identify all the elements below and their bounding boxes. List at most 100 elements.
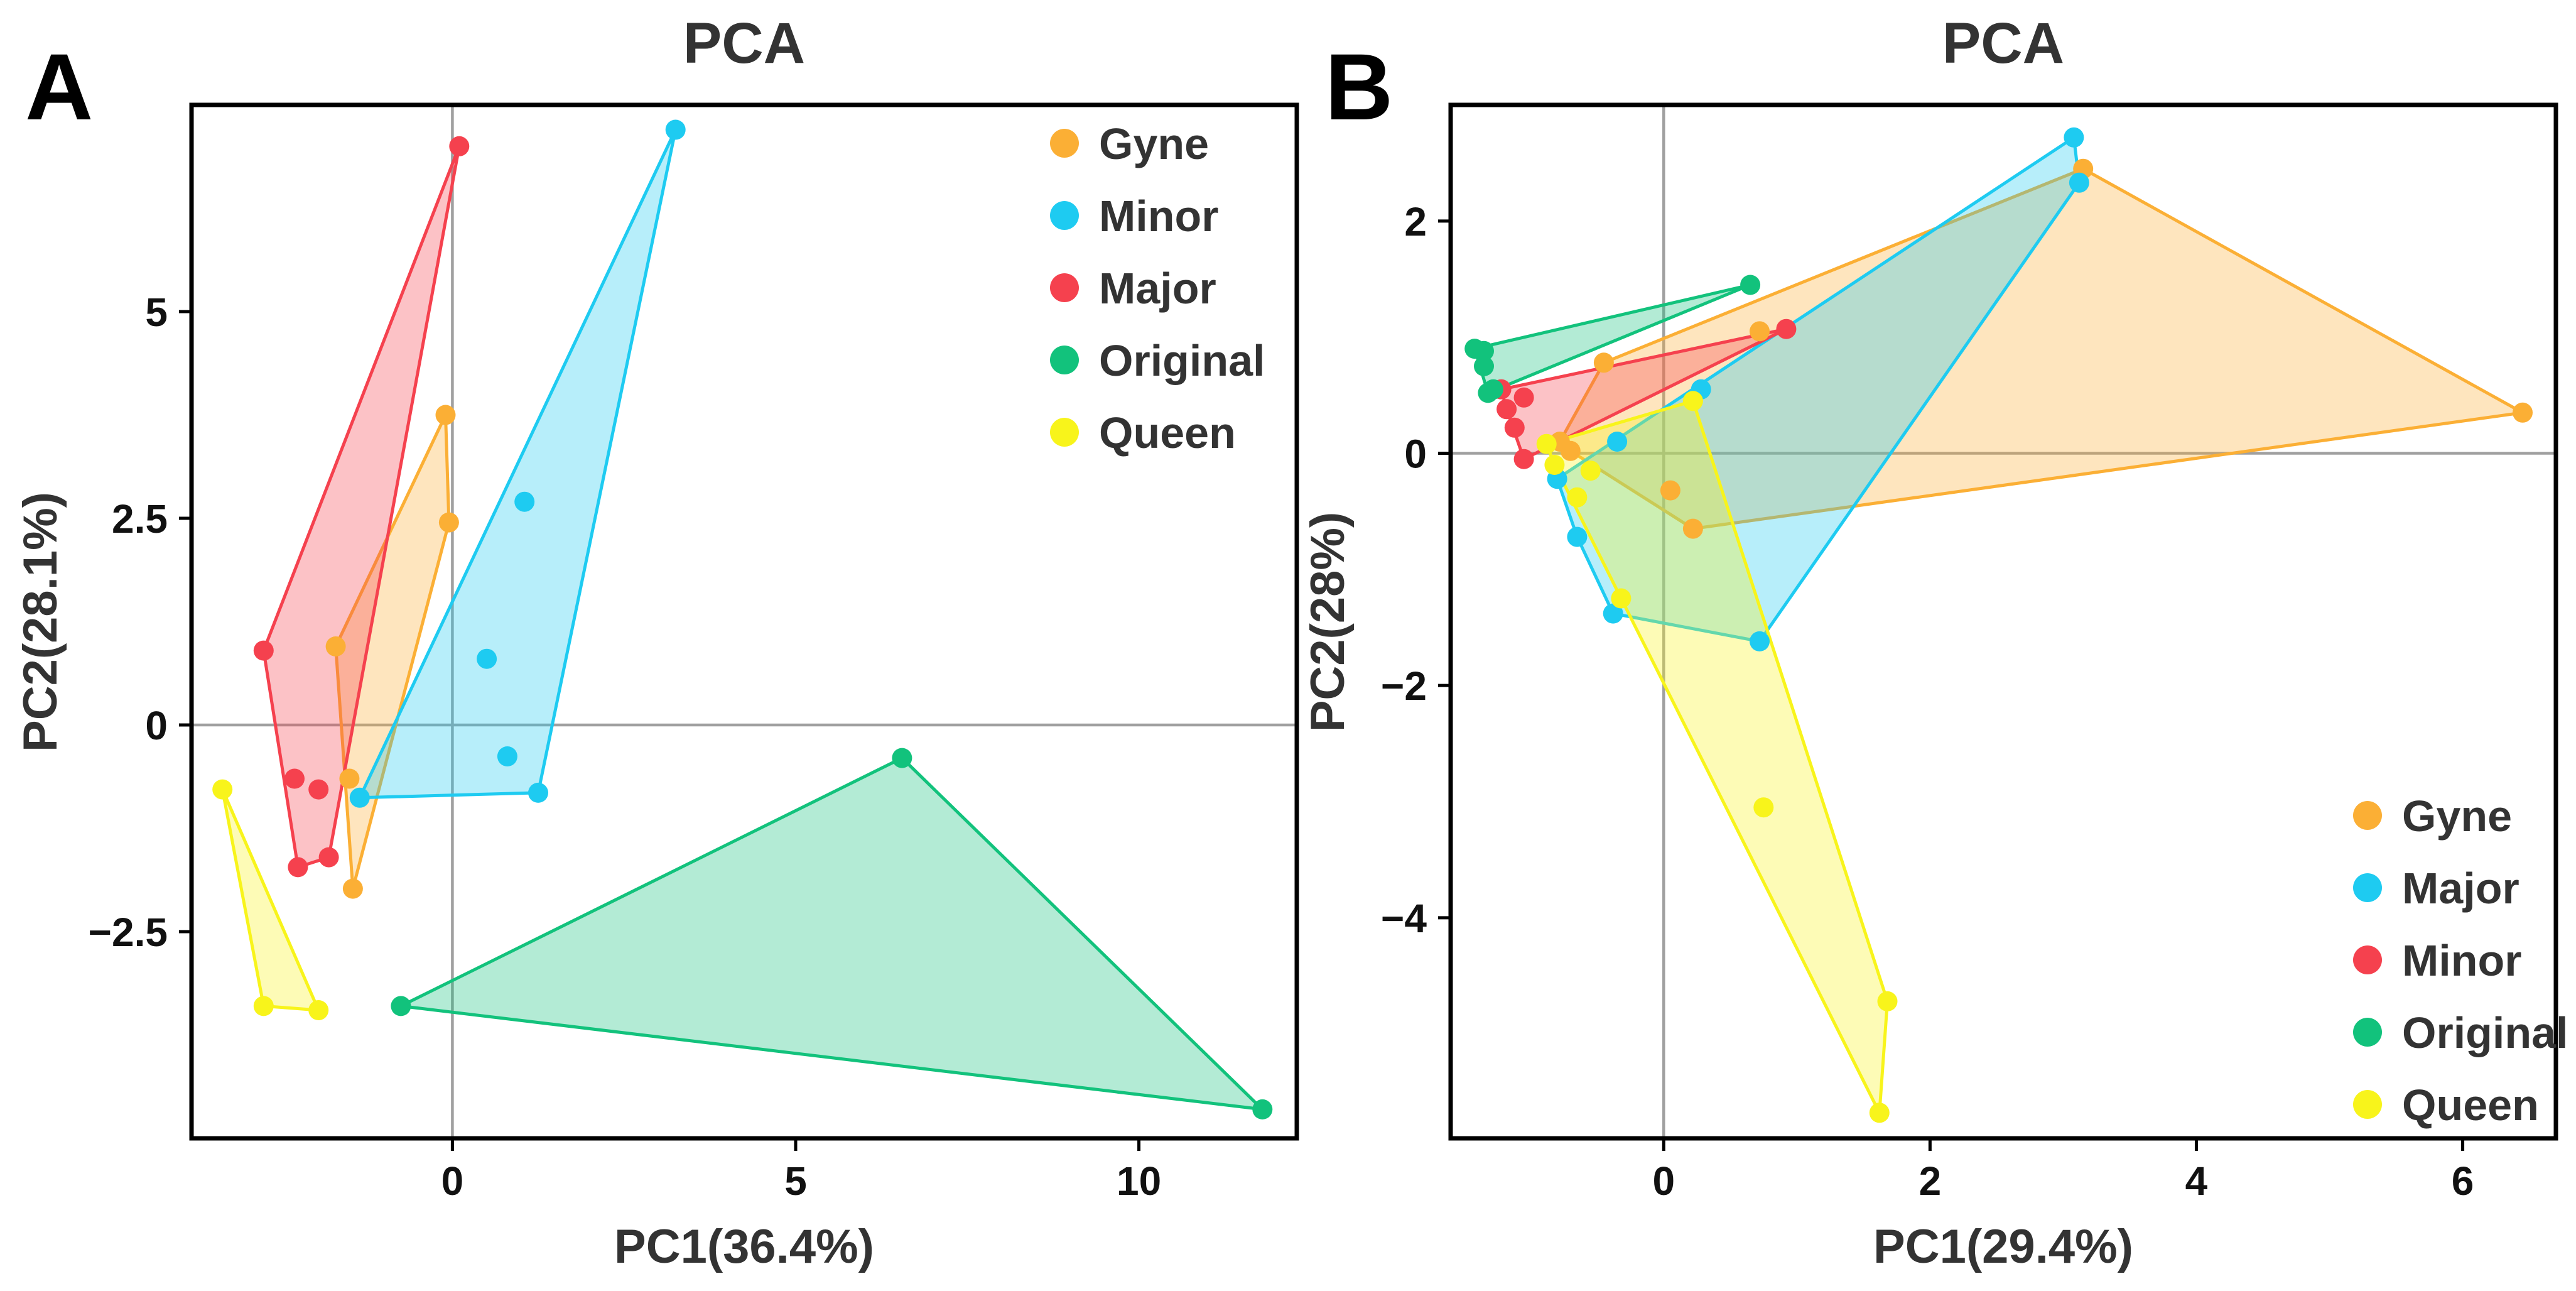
panel-a-point-queen	[212, 779, 233, 800]
panel-b-point-major	[2069, 172, 2089, 193]
panel-a-x-axis-label: PC1(36.4%)	[614, 1220, 874, 1273]
panel-a-point-minor	[528, 782, 548, 803]
panel-b-legend-marker-gyne	[2353, 801, 2382, 830]
panel-a-point-original	[1252, 1099, 1273, 1119]
panel-a-point-queen	[308, 1000, 329, 1020]
panel-b-legend-marker-major	[2353, 873, 2382, 902]
panel-a-x-tick-label: 10	[1117, 1158, 1161, 1204]
panel-b-point-major	[1750, 631, 1770, 651]
panel-b-point-queen	[1580, 460, 1601, 481]
panel-b-point-minor	[1504, 417, 1525, 438]
panel-b-point-major	[1603, 603, 1623, 624]
panel-b-point-original	[1474, 340, 1494, 361]
panel-a-label: A	[25, 34, 93, 139]
panel-a-point-original	[391, 996, 411, 1016]
panel-b-legend-label-queen: Queen	[2402, 1081, 2539, 1130]
panel-a-legend-marker-original	[1050, 346, 1079, 374]
panel-b-point-queen	[1753, 797, 1774, 818]
panel-a-legend-label-queen: Queen	[1099, 408, 1236, 457]
panel-a-point-minor	[497, 746, 517, 766]
panel-b-y-tick-label: 2	[1404, 199, 1427, 244]
panel-b-x-tick-label: 4	[2185, 1158, 2208, 1204]
panel-b-chart: 0 2 4 6 2 0 −2 −4 PCA PC1(29.4%) PC2(28%) Gyne M…	[1301, 11, 2568, 1273]
panel-a-point-gyne	[435, 405, 456, 425]
panel-b-point-minor	[1513, 449, 1534, 469]
panel-b-point-queen	[1544, 455, 1565, 475]
panel-a-point-gyne	[342, 878, 363, 899]
panel-a-legend: Gyne Minor Major Original Queen	[1050, 119, 1265, 457]
panel-a-hull-minor	[358, 128, 678, 800]
panel-a-point-original	[892, 748, 912, 768]
panel-b-point-original	[1740, 275, 1761, 295]
panel-a-point-major	[318, 847, 339, 868]
panel-a-legend-label-minor: Minor	[1099, 192, 1219, 241]
panel-b-point-queen	[1682, 391, 1703, 411]
panel-b-legend-marker-queen	[2353, 1090, 2382, 1119]
panel-b-point-queen	[1567, 487, 1588, 508]
panel-b-point-gyne	[1660, 480, 1680, 501]
panel-b-legend-marker-minor	[2353, 945, 2382, 974]
panel-b-x-tick-label: 6	[2452, 1158, 2474, 1204]
panel-b-x-axis-label: PC1(29.4%)	[1873, 1220, 2133, 1273]
panel-a-point-gyne	[325, 636, 346, 656]
panel-a-point-queen	[253, 996, 274, 1016]
panel-a-point-major	[253, 640, 274, 661]
panel-b-legend-label-original: Original	[2402, 1008, 2568, 1057]
panel-b-point-major	[2064, 127, 2084, 148]
panel-a-hull-original	[399, 756, 1264, 1111]
panel-a-y-tick-label: 5	[145, 290, 168, 335]
panel-b-point-original	[1474, 356, 1494, 376]
panel-b-title: PCA	[1942, 11, 2064, 75]
panel-a-title: PCA	[683, 11, 805, 75]
panel-a-legend-marker-major	[1050, 273, 1079, 302]
panel-b-legend-label-major: Major	[2402, 864, 2519, 913]
panel-b-point-gyne	[2513, 402, 2533, 423]
panel-a-x-tick-label: 5	[784, 1158, 807, 1204]
panel-b-y-axis-label: PC2(28%)	[1301, 512, 1355, 733]
panel-a-y-axis-label: PC2(28.1%)	[14, 492, 67, 752]
panel-a-y-tick-label: −2.5	[89, 910, 168, 955]
panel-a-point-minor	[514, 491, 535, 512]
panel-b-point-original	[1478, 383, 1498, 403]
panel-b-legend-label-minor: Minor	[2402, 936, 2522, 985]
panel-b-point-queen	[1877, 991, 1898, 1011]
panel-b-legend-marker-original	[2353, 1018, 2382, 1047]
panel-b-x-tick-label: 0	[1652, 1158, 1675, 1204]
panel-b-point-gyne	[1593, 352, 1614, 373]
panel-a-point-major	[284, 768, 305, 789]
panel-b-point-gyne	[1750, 321, 1770, 342]
panel-b-legend-label-gyne: Gyne	[2402, 792, 2512, 841]
panel-a-point-major	[449, 136, 470, 156]
panel-a-legend-label-original: Original	[1099, 336, 1265, 385]
panel-b-point-queen	[1536, 433, 1557, 454]
panel-a-y-tick-label: 2.5	[112, 496, 168, 542]
panel-a-legend-label-gyne: Gyne	[1099, 119, 1209, 168]
panel-a-x-tick-label: 0	[441, 1158, 464, 1204]
panel-a-point-major	[288, 857, 308, 878]
panel-b-point-gyne	[1682, 518, 1703, 539]
panel-b-point-queen	[1611, 588, 1632, 609]
panel-b-y-tick-label: −2	[1381, 663, 1427, 709]
panel-a-point-minor	[665, 119, 686, 140]
panel-b-point-queen	[1869, 1103, 1890, 1123]
panel-a-legend-marker-minor	[1050, 201, 1079, 230]
panel-a-legend-marker-gyne	[1050, 129, 1079, 158]
panel-b-legend: Gyne Major Minor Original Queen	[2353, 792, 2568, 1130]
panel-a-point-gyne	[438, 512, 459, 533]
panel-b-point-major	[1607, 432, 1628, 452]
panel-a-point-minor	[349, 787, 370, 808]
panel-b-point-major	[1567, 526, 1588, 547]
panel-b-plot-frame	[1448, 102, 2558, 1141]
panel-b-label: B	[1325, 34, 1393, 139]
panel-b-y-tick-label: 0	[1404, 431, 1427, 476]
panel-a-legend-marker-queen	[1050, 418, 1079, 447]
panel-b-point-minor	[1496, 399, 1517, 420]
panel-a-point-gyne	[339, 768, 360, 789]
panel-a-point-minor	[477, 648, 497, 669]
panel-a-y-tick-label: 0	[145, 703, 168, 748]
panel-b-y-tick-label: −4	[1381, 896, 1427, 941]
panel-b-point-minor	[1513, 387, 1534, 408]
panel-a-hull-queen	[220, 788, 320, 1012]
